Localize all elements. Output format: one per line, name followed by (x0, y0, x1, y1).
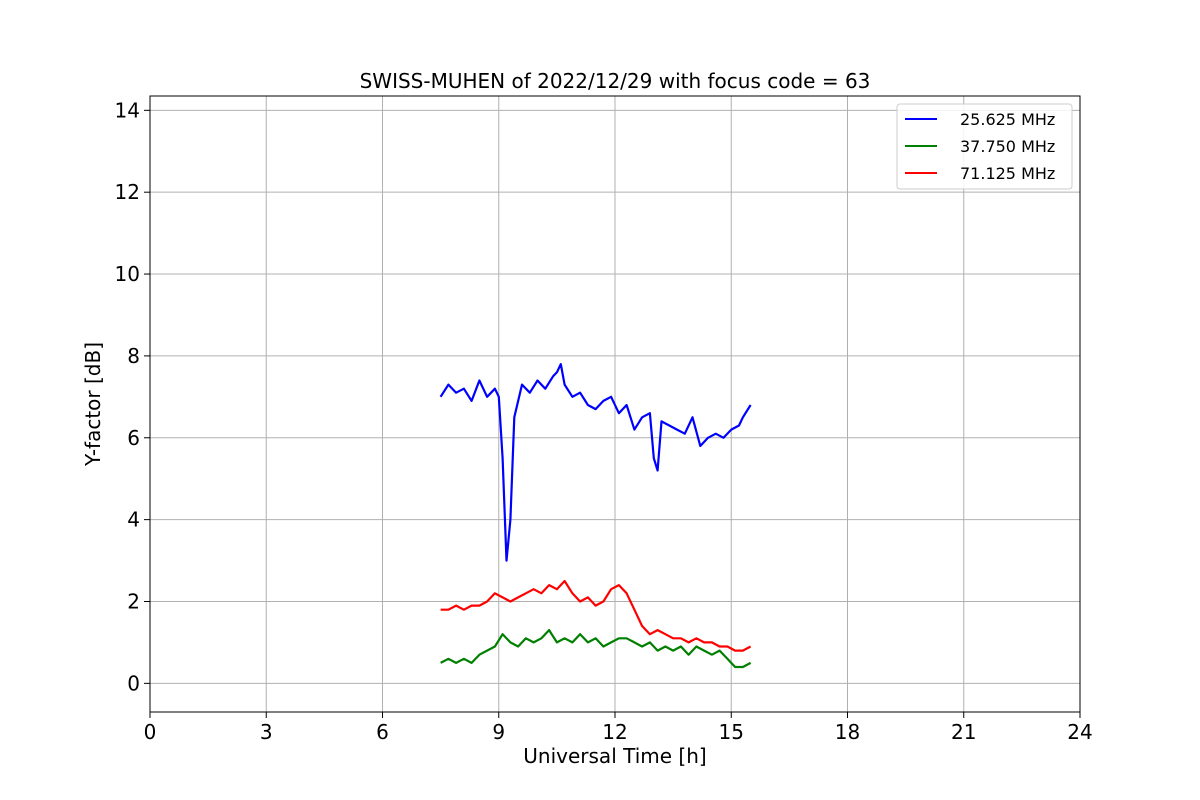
y-tick-label: 4 (127, 508, 140, 532)
y-tick-label: 14 (115, 98, 140, 122)
series-line-2 (440, 628, 752, 669)
y-tick-label: 6 (127, 426, 140, 450)
series-layer (439, 363, 752, 669)
plot-area (439, 363, 752, 669)
y-axis-title: Y-factor [dB] (81, 342, 105, 467)
x-axis-title: Universal Time [h] (523, 744, 706, 768)
x-tick-label: 15 (719, 720, 744, 744)
series-line-1 (439, 363, 752, 562)
grid-lines (149, 96, 1081, 712)
y-axis: 0 2 4 6 8 10 12 14 (115, 98, 150, 695)
x-tick-label: 12 (602, 720, 627, 744)
x-tick-label: 6 (376, 720, 389, 744)
legend-box (896, 103, 1073, 190)
chart-title: SWISS-MUHEN of 2022/12/29 with focus cod… (360, 69, 871, 93)
x-axis: 0 3 6 9 12 15 18 21 24 (144, 712, 1093, 744)
x-tick-label: 0 (144, 720, 157, 744)
y-tick-label: 12 (115, 180, 140, 204)
x-tick-label: 9 (492, 720, 505, 744)
x-tick-label: 3 (260, 720, 273, 744)
y-tick-label: 2 (127, 589, 140, 613)
legend-label: 71.125 MHz (960, 164, 1055, 183)
legend-label: 37.750 MHz (960, 137, 1055, 156)
y-tick-label: 0 (127, 671, 140, 695)
y-tick-label: 8 (127, 344, 140, 368)
x-tick-label: 18 (835, 720, 860, 744)
legend-label: 25.625 MHz (960, 110, 1055, 129)
y-tick-label: 10 (115, 262, 140, 286)
legend: 25.625 MHz 37.750 MHz 71.125 MHz (896, 103, 1073, 190)
x-tick-label: 24 (1067, 720, 1092, 744)
x-tick-label: 21 (951, 720, 976, 744)
series-line-3 (440, 579, 752, 652)
